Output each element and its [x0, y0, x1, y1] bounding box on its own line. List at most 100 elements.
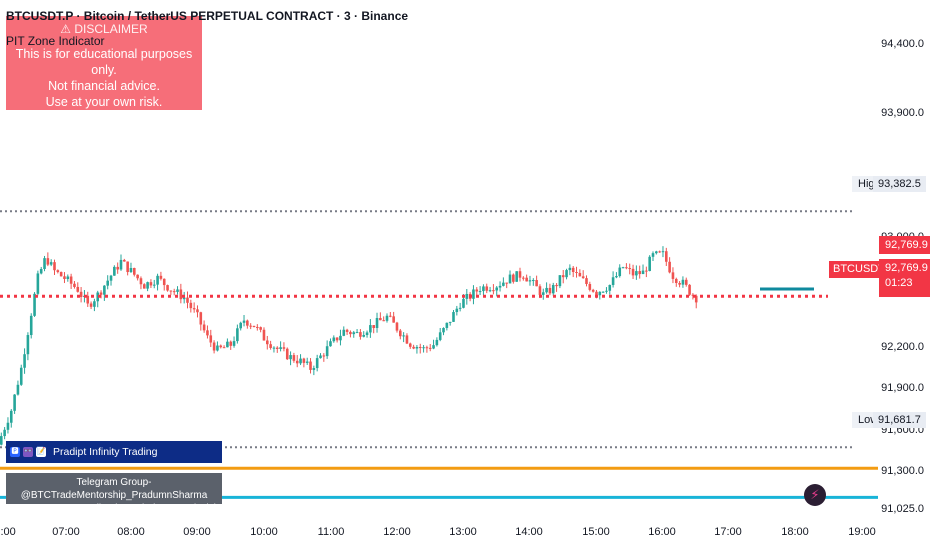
candle-body	[435, 339, 439, 346]
candle-body	[182, 297, 186, 300]
candle-body	[272, 347, 276, 349]
candle-body	[655, 251, 658, 254]
price-axis-label: 91,900.0	[881, 382, 924, 394]
candle-body	[89, 303, 93, 307]
disclaimer-line: Use at your own risk.	[45, 95, 163, 109]
candle-body	[212, 342, 216, 351]
candle-body	[628, 268, 632, 270]
candle-body	[532, 280, 535, 282]
memo-icon: 📝	[36, 447, 46, 457]
candle-body	[601, 291, 605, 293]
time-axis-label: 08:00	[117, 526, 145, 538]
candle-body	[545, 287, 548, 293]
candle-body	[126, 261, 129, 273]
time-axis-label: 16:00	[648, 526, 676, 538]
candle-body	[329, 341, 332, 347]
candle-body	[359, 332, 362, 337]
disclaimer-panel: ⚠ DISCLAIMER This is for educational pur…	[6, 16, 202, 110]
candle-body	[39, 269, 43, 274]
candle-body	[76, 286, 80, 292]
candle-body	[9, 410, 13, 423]
candle-body	[282, 347, 286, 349]
candle-body	[136, 274, 139, 279]
candle-body	[106, 280, 109, 286]
candle-body	[482, 286, 485, 292]
candle-body	[385, 315, 389, 321]
candle-body	[23, 354, 26, 368]
candle-body	[206, 330, 209, 336]
candle-body	[46, 258, 50, 265]
candle-body	[36, 273, 40, 294]
candle-body	[0, 436, 3, 445]
promo-header: 🅿 👓 📝 Pradipt Infinity Trading	[6, 441, 222, 463]
candle-body	[568, 267, 572, 271]
time-axis-label: 11:00	[317, 526, 345, 538]
candle-body	[43, 258, 46, 270]
candle-body	[555, 284, 558, 287]
candle-body	[242, 320, 246, 323]
candle-body	[315, 358, 319, 369]
symbol-title[interactable]: BTCUSDT.P · Bitcoin / TetherUS PERPETUAL…	[6, 9, 409, 23]
candle-body	[249, 325, 252, 327]
candle-body	[522, 277, 525, 279]
indicator-label[interactable]: PIT Zone Indicator	[6, 34, 105, 48]
candle-body	[375, 318, 379, 329]
last-price-tag: 92,769.9	[879, 236, 930, 254]
disclaimer-line: This is for educational purposes only.	[15, 47, 193, 77]
candle-body	[289, 355, 292, 360]
candle-body	[575, 272, 578, 274]
candle-body	[73, 283, 76, 287]
candle-body	[103, 285, 106, 295]
candle-body	[146, 282, 149, 289]
time-axis-label: 17:00	[714, 526, 742, 538]
candle-body	[93, 301, 96, 307]
bar-countdown: 01:23	[885, 277, 913, 289]
candle-body	[142, 284, 146, 289]
candle-body	[133, 267, 136, 275]
candle-body	[641, 270, 645, 275]
candle-body	[658, 251, 661, 253]
candle-body	[156, 275, 159, 285]
candle-body	[488, 290, 492, 292]
candle-body	[611, 277, 615, 285]
candle-body	[668, 261, 671, 273]
candle-body	[292, 355, 296, 361]
candle-body	[645, 270, 648, 272]
candle-body	[16, 384, 20, 395]
candle-body	[508, 274, 512, 284]
candle-body	[591, 289, 595, 292]
disclaimer-title: ⚠ DISCLAIMER	[60, 22, 148, 36]
disclaimer-body: This is for educational purposes only. N…	[6, 46, 202, 110]
candle-body	[202, 324, 206, 331]
candle-body	[665, 251, 668, 262]
candle-body	[651, 253, 655, 257]
candle-body	[339, 335, 342, 341]
candle-body	[279, 347, 282, 349]
candle-body	[232, 341, 236, 346]
candle-body	[465, 293, 469, 299]
candle-body	[216, 345, 219, 351]
promo-line: Crypto & Forex , Indian | Psychology Mgt…	[9, 503, 219, 527]
candle-body	[382, 320, 385, 322]
candle-body	[159, 275, 163, 279]
candle-body	[392, 316, 395, 323]
price-axis-label: 92,200.0	[881, 341, 924, 353]
time-axis-label: 06:00	[0, 526, 16, 538]
candle-body	[595, 291, 598, 296]
candle-body	[275, 347, 279, 349]
candle-body	[495, 287, 499, 291]
candle-body	[415, 346, 419, 349]
candle-body	[345, 329, 349, 332]
lightning-logo-icon[interactable]: ⚡	[804, 484, 826, 506]
candle-body	[29, 315, 33, 336]
candle-body	[285, 348, 289, 360]
candle-body	[189, 302, 193, 309]
candle-body	[172, 291, 176, 293]
candle-body	[309, 361, 312, 370]
candle-body	[266, 340, 269, 345]
candle-body	[635, 271, 638, 276]
candle-body	[551, 284, 555, 294]
candle-body	[59, 272, 63, 277]
candle-body	[119, 259, 123, 270]
candle-body	[299, 358, 302, 364]
